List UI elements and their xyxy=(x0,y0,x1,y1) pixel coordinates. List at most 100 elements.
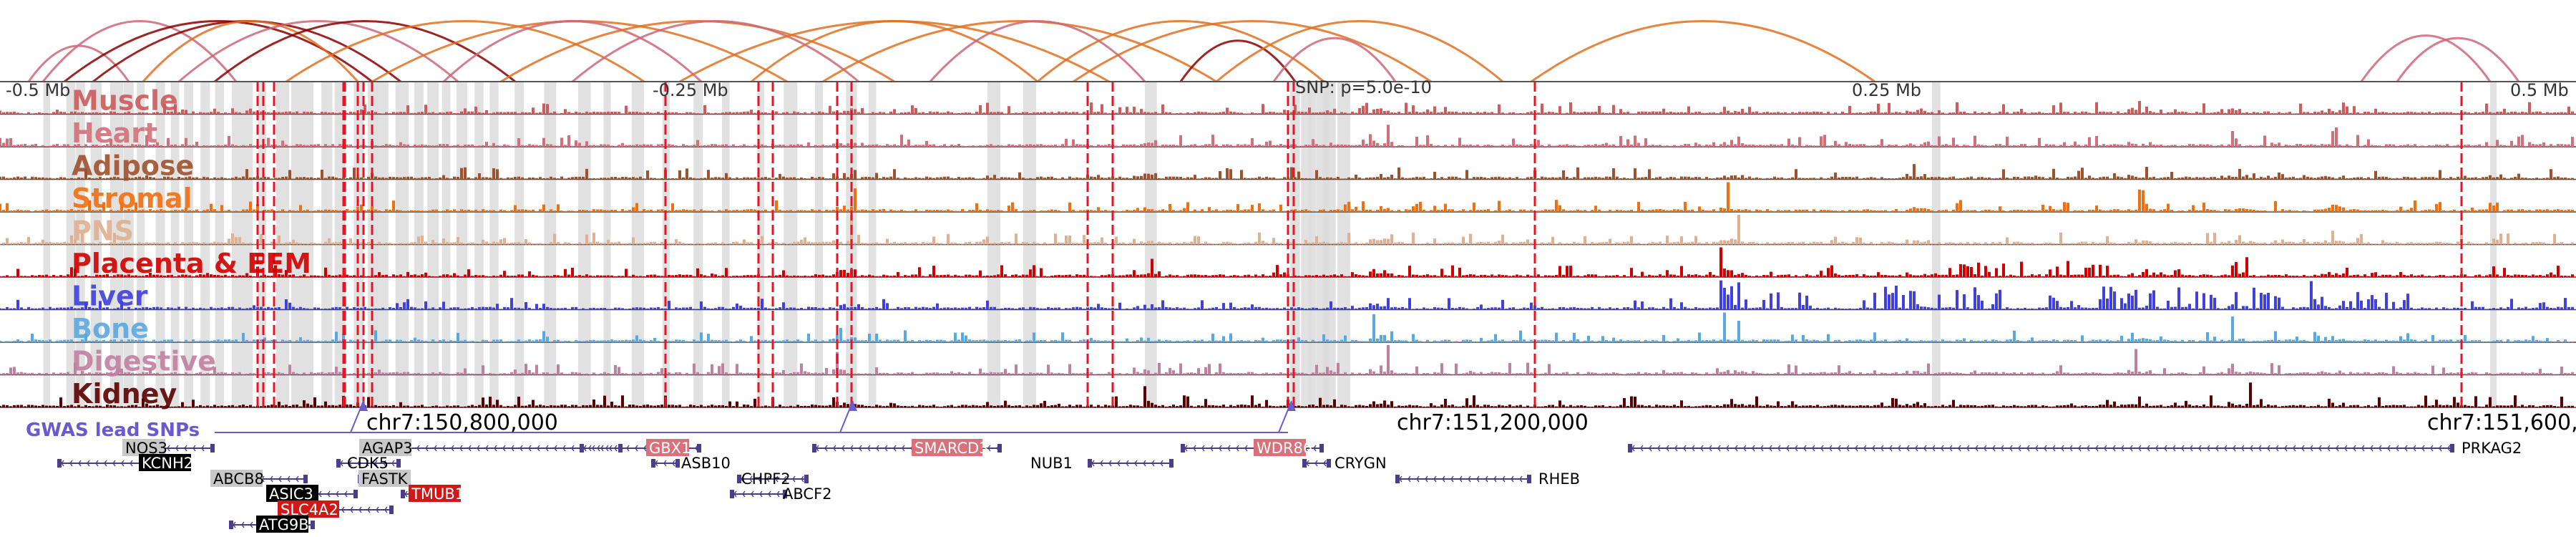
gene-label: CRYGN xyxy=(1335,455,1387,472)
loop-arc xyxy=(2360,34,2492,82)
loop-arc xyxy=(1179,39,1297,82)
scale-bar: -0.5 Mb -0.25 Mb SNP: p=5.0e-10 0.25 Mb … xyxy=(0,77,2576,100)
gwas-markers xyxy=(215,400,1296,433)
gene-crygn: CRYGN xyxy=(1302,455,1387,472)
gene-exon xyxy=(1327,459,1331,468)
track-label: Stromal xyxy=(72,183,192,214)
gwas-marker xyxy=(849,401,857,411)
gene-exon xyxy=(1169,459,1174,468)
snp-marker-lines xyxy=(256,82,2463,407)
gene-exon xyxy=(697,444,701,453)
gene-exon xyxy=(1302,459,1307,468)
loop-arc xyxy=(929,20,1146,82)
gene-asic3: ASIC3 xyxy=(266,485,358,503)
track-signal xyxy=(0,164,2574,180)
signal-tracks xyxy=(0,101,2576,408)
signal-track xyxy=(0,345,2576,376)
coordinate-label: chr7:150,800,000 xyxy=(366,410,558,435)
track-label: Liver xyxy=(72,281,148,312)
gene-abcf2: ABCF2 xyxy=(730,485,832,503)
gene-kcnh2: KCNH2 xyxy=(57,454,193,472)
track-signal xyxy=(0,215,2574,245)
loop-arc xyxy=(572,20,859,83)
loop-arc xyxy=(371,20,788,83)
scale-label-right: 0.5 Mb xyxy=(2510,80,2569,100)
loop-arc xyxy=(679,20,1110,83)
gene-nub1: NUB1 xyxy=(1030,455,1174,472)
gene-exon xyxy=(651,459,655,468)
gene-exon xyxy=(804,475,809,483)
gene-exon xyxy=(389,505,394,514)
track-label: Placenta & EEM xyxy=(72,248,311,279)
gene-wdr86: WDR86 xyxy=(1181,439,1324,457)
loop-arc xyxy=(42,20,238,82)
gene-prkag2: PRKAG2 xyxy=(1628,440,2522,457)
track-signal xyxy=(0,382,2574,407)
gene-exon xyxy=(303,475,308,483)
gene-exon xyxy=(580,444,584,453)
loop-arc xyxy=(1216,20,1503,83)
loop-arc xyxy=(1531,20,1875,83)
loop-arc xyxy=(751,20,1038,83)
gene-cdk5: CDK5 xyxy=(336,455,401,472)
gene-exon xyxy=(336,459,341,468)
gene-label: ABCF2 xyxy=(783,485,832,503)
gene-gbx1: GBX1 xyxy=(580,439,701,457)
gene-exon xyxy=(1319,444,1324,453)
gene-exon xyxy=(1527,475,1531,483)
scale-label-mid-left: -0.25 Mb xyxy=(653,80,728,100)
coordinate-row: chr7:150,800,000 chr7:151,200,000 chr7:1… xyxy=(366,410,2576,435)
coordinate-label: chr7:151,200,000 xyxy=(1397,410,1589,435)
loop-arc xyxy=(92,20,401,83)
loop-arc xyxy=(442,20,703,83)
track-label: Kidney xyxy=(72,378,177,410)
gene-label-bg xyxy=(139,454,191,471)
loop-arc xyxy=(286,20,645,83)
gene-label-bg xyxy=(409,485,461,502)
loop-arc xyxy=(1037,20,1324,83)
signal-track xyxy=(0,382,2576,408)
gene-exon xyxy=(1088,459,1092,468)
track-signal xyxy=(0,312,2574,342)
scale-label-mid-right: 0.25 Mb xyxy=(1852,80,1921,100)
gene-exon xyxy=(353,490,358,498)
gene-slc4a2: SLC4A2 xyxy=(278,500,394,518)
track-label: Heart xyxy=(72,117,157,149)
gene-label-bg xyxy=(278,500,339,518)
signal-track xyxy=(0,280,2576,311)
scale-label-left: -0.5 Mb xyxy=(6,80,70,100)
gene-label: NUB1 xyxy=(1030,455,1073,472)
gene-label-bg xyxy=(256,516,308,533)
gene-exon xyxy=(737,475,741,483)
gene-exon xyxy=(401,490,405,498)
gene-label-bg xyxy=(646,439,689,456)
gene-exon xyxy=(783,490,787,498)
gene-atg9b: ATG9B xyxy=(229,516,315,533)
gene-label: FASTK xyxy=(361,470,409,488)
coordinate-label: chr7:151,600, xyxy=(2427,410,2576,435)
track-signal xyxy=(0,182,2574,212)
gene-asb10: ASB10 xyxy=(651,455,731,472)
gene-label: KCNH2 xyxy=(142,455,193,472)
gene-label-bg xyxy=(122,439,165,456)
track-signal xyxy=(0,345,2574,375)
loop-arc xyxy=(27,44,130,82)
gene-abcb8: ABCB8 xyxy=(210,470,308,488)
gene-label-bg xyxy=(912,439,982,456)
loop-arc xyxy=(178,20,459,83)
gene-label: ABCB8 xyxy=(213,470,264,488)
gene-label: ASB10 xyxy=(681,455,731,472)
gene-label: ASIC3 xyxy=(269,485,313,503)
gene-annotations: NOS3KCNH2AGAP3CDK5ABCB8ASIC3FASTKSLC4A2T… xyxy=(57,439,2522,533)
chromatin-loop-arcs xyxy=(27,20,2520,83)
gene-label-bg xyxy=(1254,439,1306,456)
gene-label-bg xyxy=(358,470,411,487)
track-label: Bone xyxy=(72,313,149,344)
gwas-marker xyxy=(359,401,368,411)
gene-exon xyxy=(730,490,734,498)
gene-label-bg xyxy=(359,439,411,456)
gene-label: AGAP3 xyxy=(362,440,413,457)
track-signal xyxy=(0,247,2574,277)
gene-label: ATG9B xyxy=(259,516,309,533)
